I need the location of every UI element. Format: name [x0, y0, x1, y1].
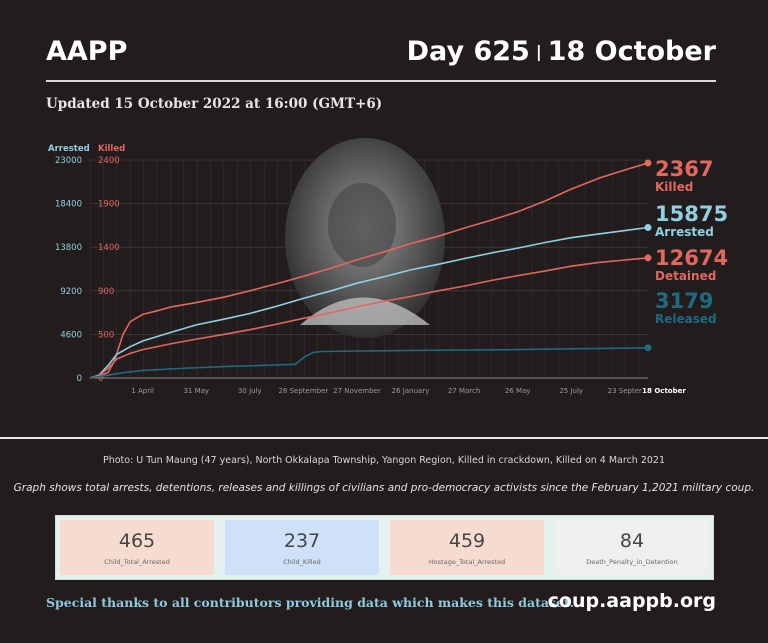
stat-label: Hostage_Total_Arrested — [428, 558, 506, 566]
right-tick-label: 1900 — [98, 200, 120, 210]
end-label-arrested: Arrested — [655, 225, 714, 239]
x-tick-label: 26 May — [505, 387, 531, 395]
cumulative-chart: Arrested Killed 0 0 4600 500 9200 900 13800 1400 1… — [48, 138, 728, 395]
thanks-note: Special thanks to all contributors provi… — [46, 595, 575, 610]
series-line-arrested — [89, 226, 649, 379]
stat-label: Child_Total_Arrested — [104, 558, 170, 566]
end-value-killed: 2367 — [655, 157, 713, 181]
brand-title: AAPP — [46, 36, 128, 67]
stat-value: 459 — [448, 530, 486, 552]
right-tick-label: 500 — [98, 330, 114, 340]
series-line-released — [89, 347, 649, 379]
x-tick-label: 23 Septer — [608, 387, 642, 395]
photo-caption: Photo: U Tun Maung (47 years), North Okk… — [102, 455, 666, 466]
right-axis-title: Killed — [98, 144, 125, 154]
day-counter: Day 625 — [406, 36, 530, 67]
left-tick-label: 0 — [77, 374, 82, 384]
right-tick-label: 0 — [98, 374, 103, 384]
series-endpoint-killed — [644, 159, 652, 167]
portrait-photo — [285, 138, 445, 338]
left-tick-label: 23000 — [55, 156, 82, 166]
x-tick-label: 31 May — [183, 387, 209, 395]
stat-value: 465 — [118, 530, 156, 552]
x-tick-label: 1 April — [131, 387, 154, 395]
updated-timestamp: Updated 15 October 2022 at 16:00 (GMT+6) — [46, 96, 383, 112]
series-endpoint-detained — [644, 254, 652, 262]
graph-description: Graph shows total arrests, detentions, r… — [13, 482, 755, 494]
portrait-head — [328, 183, 396, 267]
x-tick-label: 28 September — [278, 387, 328, 395]
header-date: 18 October — [547, 36, 716, 67]
x-tick-label: 27 November — [333, 387, 381, 395]
stat-hostage-arrested: 459 Hostage_Total_Arrested — [390, 520, 544, 575]
series-line-killed — [89, 162, 649, 379]
x-tick-label: 18 October — [642, 387, 686, 395]
series-endpoint-released — [644, 344, 652, 352]
end-label-detained: Detained — [655, 269, 716, 283]
left-tick-label: 9200 — [60, 287, 82, 297]
header-divider — [46, 80, 716, 82]
left-tick-label: 18400 — [55, 200, 82, 210]
stat-child-arrested: 465 Child_Total_Arrested — [60, 520, 214, 575]
day-date-header: Day 625 | 18 October — [407, 36, 716, 67]
x-tick-label: 25 July — [559, 387, 583, 395]
section-divider — [0, 437, 768, 439]
left-tick-label: 13800 — [55, 243, 82, 253]
end-value-arrested: 15875 — [655, 202, 728, 226]
stat-value: 237 — [283, 530, 321, 552]
stat-label: Child_Killed — [283, 558, 321, 566]
chart-series — [89, 159, 652, 379]
left-tick-label: 4600 — [60, 330, 82, 340]
portrait-shoulders — [300, 297, 430, 325]
header-separator: | — [535, 42, 542, 61]
stat-death-penalty: 84 Death_Penalty_in_Detention — [555, 520, 709, 575]
stat-label: Death_Penalty_in_Detention — [586, 558, 678, 566]
right-tick-label: 1400 — [98, 243, 120, 253]
right-tick-label: 900 — [98, 287, 114, 297]
right-tick-label: 2400 — [98, 156, 120, 166]
left-axis-title: Arrested — [48, 144, 90, 154]
stat-value: 84 — [619, 530, 645, 552]
stats-panel: 465 Child_Total_Arrested 237 Child_Kille… — [55, 515, 714, 580]
series-endpoint-arrested — [644, 224, 652, 232]
end-label-killed: Killed — [655, 180, 693, 194]
x-tick-label: 30 July — [238, 387, 262, 395]
stat-child-killed: 237 Child_Killed — [225, 520, 379, 575]
end-label-released: Released — [655, 312, 717, 326]
x-tick-label: 27 March — [448, 387, 480, 395]
series-line-detained — [89, 257, 649, 379]
end-value-detained: 12674 — [655, 246, 728, 270]
end-value-released: 3179 — [655, 289, 713, 313]
x-tick-label: 26 January — [392, 387, 430, 395]
site-url[interactable]: coup.aappb.org — [547, 590, 716, 612]
chart-axes: Arrested Killed 0 0 4600 500 9200 900 13800 1400 1… — [48, 144, 686, 395]
